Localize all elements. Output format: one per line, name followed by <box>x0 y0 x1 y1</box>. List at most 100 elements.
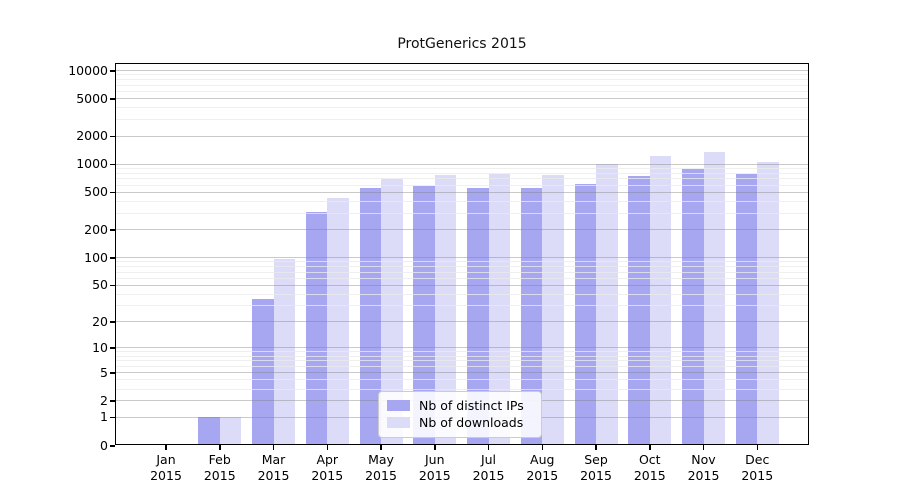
bar-distinct-ips-jul <box>467 188 489 445</box>
y-tick-mark <box>110 229 115 231</box>
plot-area <box>115 63 809 445</box>
bar-downloads-jul <box>488 173 510 445</box>
y-tick-mark <box>110 191 115 194</box>
y-tick-label: 500 <box>84 184 108 200</box>
gridline-major <box>115 347 809 349</box>
gridline-minor <box>115 266 809 268</box>
gridline-major <box>115 372 809 374</box>
y-tick-label: 100 <box>84 249 108 265</box>
y-tick-label: 20 <box>92 313 108 329</box>
bar-distinct-ips-mar <box>252 299 274 445</box>
bar-distinct-ips-oct <box>628 176 650 445</box>
x-tick-label-jun: Jun 2015 <box>418 452 451 483</box>
y-tick-mark <box>110 163 115 166</box>
legend: Nb of distinct IPs Nb of downloads <box>378 391 542 438</box>
x-tick-label-mar: Mar 2015 <box>257 452 290 483</box>
legend-item-distinct-ips: Nb of distinct IPs <box>387 397 532 414</box>
y-tick-mark <box>110 416 115 419</box>
bar-distinct-ips-aug <box>520 188 543 445</box>
y-tick-mark <box>110 135 115 138</box>
gridline-minor <box>115 107 809 109</box>
gridline-minor <box>115 79 809 81</box>
y-tick-mark <box>110 98 115 100</box>
x-tick-label-aug: Aug 2015 <box>526 452 559 483</box>
x-tick-label-feb: Feb 2015 <box>203 452 236 483</box>
y-tick-mark <box>110 372 115 374</box>
gridline-minor <box>115 355 809 357</box>
x-tick-mark <box>702 445 705 450</box>
y-tick-label: 10000 <box>68 62 108 78</box>
gridline-minor <box>115 277 809 279</box>
gridline-major <box>115 284 809 286</box>
gridline-minor <box>115 90 809 92</box>
gridline-major <box>115 163 809 165</box>
x-tick-label-may: May 2015 <box>365 452 397 483</box>
gridline-minor <box>115 379 809 381</box>
bar-downloads-jun <box>434 174 457 445</box>
gridline-minor <box>115 365 809 367</box>
x-tick-mark <box>541 445 543 450</box>
gridline-minor <box>115 184 809 186</box>
chart-title: ProtGenerics 2015 <box>397 36 527 52</box>
x-tick-mark <box>326 445 328 450</box>
gridline-minor <box>115 261 809 263</box>
gridline-minor <box>115 119 809 121</box>
bar-downloads-dec <box>757 162 779 445</box>
x-tick-mark <box>649 445 651 450</box>
y-tick-mark <box>110 284 115 287</box>
y-tick-label: 5 <box>100 364 108 380</box>
x-tick-label-sep: Sep 2015 <box>580 452 612 483</box>
gridline-minor <box>115 360 809 362</box>
bar-distinct-ips-may <box>359 187 381 445</box>
bar-downloads-oct <box>649 155 672 445</box>
y-tick-label: 1 <box>100 409 108 425</box>
y-tick-label: 0 <box>100 437 108 453</box>
x-tick-label-dec: Dec 2015 <box>741 452 774 483</box>
y-tick-label: 2 <box>100 392 108 408</box>
legend-label-downloads: Nb of downloads <box>419 415 524 430</box>
y-tick-mark <box>110 445 115 447</box>
x-tick-mark <box>165 445 167 450</box>
y-tick-label: 50 <box>92 277 108 293</box>
bar-distinct-ips-feb <box>198 416 220 445</box>
legend-item-downloads: Nb of downloads <box>387 414 532 431</box>
bar-distinct-ips-nov <box>682 168 704 445</box>
gridline-major <box>115 229 809 231</box>
bar-downloads-feb <box>219 416 242 445</box>
gridline-major <box>115 191 809 193</box>
bar-downloads-apr <box>327 198 349 445</box>
gridline-minor <box>115 84 809 86</box>
gridline-minor <box>115 305 809 307</box>
x-tick-mark <box>272 445 275 450</box>
gridline-minor <box>115 212 809 214</box>
gridline-minor <box>115 293 809 295</box>
y-tick-label: 200 <box>84 221 108 237</box>
gridline-major <box>115 321 809 323</box>
y-tick-label: 10 <box>92 339 108 355</box>
gridline-minor <box>115 172 809 174</box>
x-tick-mark <box>595 445 597 450</box>
y-tick-label: 1000 <box>76 156 108 172</box>
y-tick-mark <box>110 347 115 349</box>
y-tick-mark <box>110 321 115 323</box>
gridline-minor <box>115 201 809 203</box>
y-tick-label: 2000 <box>76 128 108 144</box>
x-tick-label-jul: Jul 2015 <box>472 452 505 483</box>
bar-distinct-ips-apr <box>305 212 328 445</box>
x-tick-label-oct: Oct 2015 <box>633 452 666 483</box>
bar-distinct-ips-sep <box>574 183 596 445</box>
gridline-minor <box>115 74 809 76</box>
y-tick-label: 5000 <box>76 90 108 106</box>
x-tick-label-apr: Apr 2015 <box>311 452 344 483</box>
y-tick-mark <box>110 400 115 402</box>
legend-swatch-distinct-ips <box>387 400 410 411</box>
bar-distinct-ips-dec <box>735 173 758 445</box>
gridline-minor <box>115 351 809 353</box>
gridline-major <box>115 135 809 137</box>
gridline-minor <box>115 388 809 390</box>
legend-label-distinct-ips: Nb of distinct IPs <box>419 398 524 413</box>
x-tick-mark <box>434 445 436 450</box>
gridline-minor <box>115 178 809 180</box>
gridline-major <box>115 70 809 72</box>
